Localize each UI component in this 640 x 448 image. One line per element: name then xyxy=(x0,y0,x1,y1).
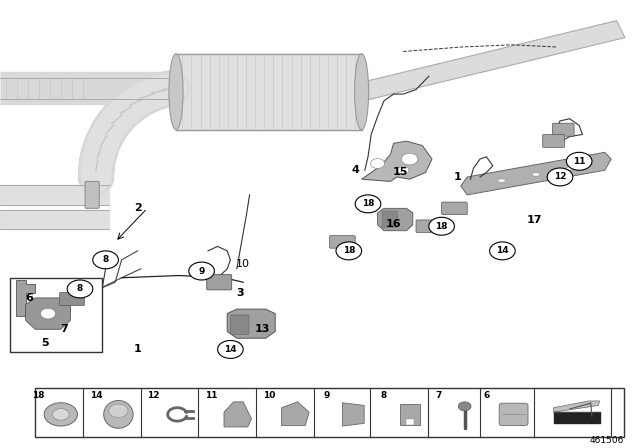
Text: 9: 9 xyxy=(198,267,205,276)
Text: 18: 18 xyxy=(342,246,355,255)
FancyBboxPatch shape xyxy=(543,134,564,147)
Text: 6: 6 xyxy=(25,293,33,303)
Text: 2: 2 xyxy=(134,203,141,213)
Circle shape xyxy=(93,251,118,269)
FancyBboxPatch shape xyxy=(499,403,528,426)
FancyBboxPatch shape xyxy=(330,236,355,248)
Ellipse shape xyxy=(104,401,133,428)
FancyBboxPatch shape xyxy=(552,123,574,136)
Text: 14: 14 xyxy=(90,391,102,400)
Circle shape xyxy=(401,153,418,165)
Circle shape xyxy=(44,403,77,426)
Text: 7: 7 xyxy=(435,391,442,400)
Text: 1: 1 xyxy=(134,345,141,354)
Text: 10: 10 xyxy=(262,391,275,400)
Text: 17: 17 xyxy=(527,215,542,224)
Ellipse shape xyxy=(355,54,369,130)
Circle shape xyxy=(336,242,362,260)
FancyBboxPatch shape xyxy=(382,211,397,228)
Text: 14: 14 xyxy=(496,246,509,255)
Circle shape xyxy=(218,340,243,358)
Circle shape xyxy=(355,195,381,213)
Text: 6: 6 xyxy=(483,391,490,400)
Circle shape xyxy=(490,242,515,260)
FancyBboxPatch shape xyxy=(442,202,467,215)
Text: 16: 16 xyxy=(386,219,401,229)
Text: 14: 14 xyxy=(224,345,237,354)
Text: 8: 8 xyxy=(77,284,83,293)
Circle shape xyxy=(52,409,69,420)
Text: 7: 7 xyxy=(60,324,68,334)
Circle shape xyxy=(429,217,454,235)
Text: 11: 11 xyxy=(573,157,586,166)
Text: 5: 5 xyxy=(41,338,49,348)
Polygon shape xyxy=(224,402,252,427)
Text: 3: 3 xyxy=(236,289,244,298)
Circle shape xyxy=(547,168,573,186)
Circle shape xyxy=(371,159,385,168)
Polygon shape xyxy=(227,309,275,338)
Polygon shape xyxy=(554,401,600,412)
Circle shape xyxy=(458,402,471,411)
Circle shape xyxy=(189,262,214,280)
Ellipse shape xyxy=(109,404,128,418)
Circle shape xyxy=(40,308,56,319)
Text: 18: 18 xyxy=(362,199,374,208)
Polygon shape xyxy=(362,141,432,181)
Text: 11: 11 xyxy=(205,391,218,400)
Ellipse shape xyxy=(566,167,574,170)
Circle shape xyxy=(225,341,242,353)
Text: 15: 15 xyxy=(392,168,408,177)
Ellipse shape xyxy=(169,54,183,130)
Polygon shape xyxy=(461,152,611,195)
FancyBboxPatch shape xyxy=(60,293,84,306)
Text: 8: 8 xyxy=(381,391,387,400)
Polygon shape xyxy=(342,403,364,426)
Bar xyxy=(10,278,102,352)
Text: 9: 9 xyxy=(323,391,330,400)
Polygon shape xyxy=(357,21,625,100)
Polygon shape xyxy=(16,280,35,316)
Text: 18: 18 xyxy=(32,391,45,400)
Polygon shape xyxy=(378,208,413,231)
Text: 12: 12 xyxy=(554,172,566,181)
Text: 10: 10 xyxy=(236,259,250,269)
Text: 12: 12 xyxy=(147,391,160,400)
Circle shape xyxy=(566,152,592,170)
FancyBboxPatch shape xyxy=(416,220,442,233)
FancyBboxPatch shape xyxy=(230,315,249,335)
Text: 1: 1 xyxy=(454,172,461,182)
Circle shape xyxy=(397,166,409,174)
Bar xyxy=(35,388,624,437)
Polygon shape xyxy=(400,404,420,425)
Polygon shape xyxy=(406,419,414,425)
Circle shape xyxy=(67,280,93,298)
Ellipse shape xyxy=(532,173,540,176)
Text: 8: 8 xyxy=(102,255,109,264)
Polygon shape xyxy=(282,402,309,426)
Text: 4: 4 xyxy=(351,165,359,175)
FancyBboxPatch shape xyxy=(207,275,232,290)
Polygon shape xyxy=(26,298,70,329)
Text: 13: 13 xyxy=(255,324,270,334)
FancyBboxPatch shape xyxy=(85,181,99,208)
Text: 18: 18 xyxy=(435,222,448,231)
Ellipse shape xyxy=(498,179,506,182)
Text: 461506: 461506 xyxy=(589,436,624,445)
